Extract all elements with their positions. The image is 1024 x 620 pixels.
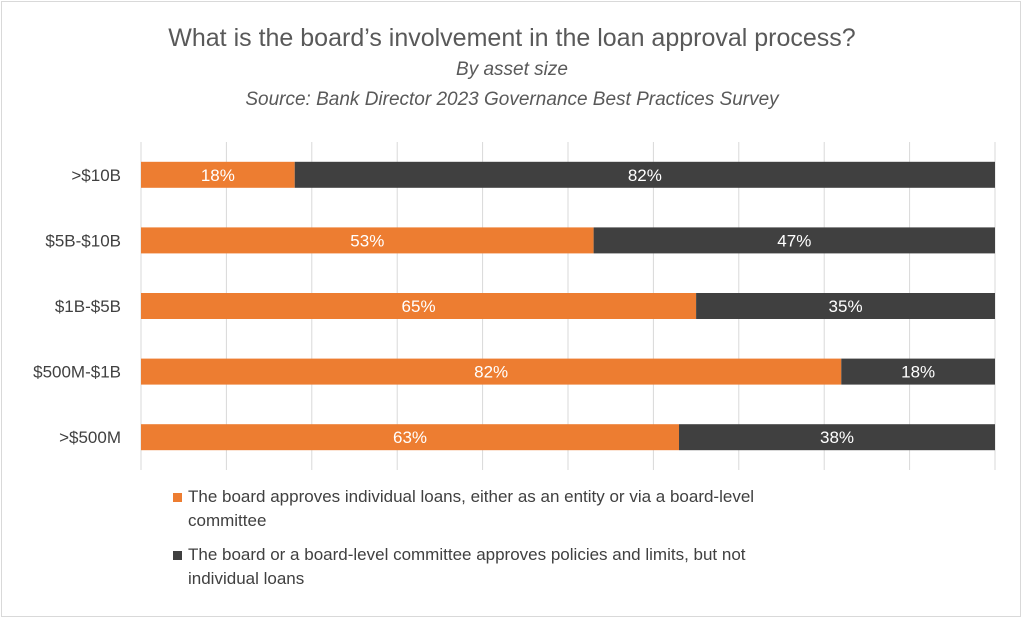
bar-segment-policies-limits (294, 161, 996, 188)
chart-subtitle: By asset size (456, 59, 568, 80)
data-label: 82% (474, 363, 508, 382)
legend-swatch-dark (173, 551, 182, 560)
bar-segment-policies-limits (679, 424, 995, 451)
bar-segment-individual-loans (141, 293, 697, 319)
chart-source: Source: Bank Director 2023 Governance Be… (245, 89, 779, 110)
legend-label-individual-loans: The board approves individual loans, eit… (188, 487, 755, 530)
bar-segment-policies-limits (841, 358, 995, 385)
bar-segment-individual-loans (141, 358, 842, 385)
data-label: 47% (777, 231, 811, 250)
category-label: $500M-$1B (33, 363, 121, 382)
data-label: 65% (402, 297, 436, 316)
bar-segment-policies-limits (593, 227, 995, 254)
bar-segment-individual-loans (141, 161, 295, 188)
data-label: 82% (628, 166, 662, 185)
stacked-bar-chart: >$10B 18% 82% $5B-$10B 53% 47% $1B-$5B 65% 35% $5… (33, 142, 996, 470)
chart-title: What is the board’s involvement in the l… (168, 24, 856, 52)
bar-segment-individual-loans (141, 227, 594, 254)
category-label: $5B-$10B (45, 231, 121, 250)
category-label: >$500M (59, 428, 121, 447)
category-label: $1B-$5B (55, 297, 121, 316)
data-label: 63% (393, 428, 427, 447)
bar-segment-policies-limits (696, 293, 995, 319)
legend-label-policies-limits: The board or a board-level committee app… (188, 545, 746, 588)
data-label: 18% (201, 166, 235, 185)
category-label: >$10B (71, 166, 121, 185)
legend-swatch-orange (173, 493, 182, 502)
data-label: 35% (829, 297, 863, 316)
legend-item-policies-limits: The board or a board-level committee app… (173, 543, 808, 591)
bar-segment-individual-loans (141, 424, 680, 451)
data-label: 53% (350, 231, 384, 250)
data-label: 18% (901, 363, 935, 382)
data-label: 38% (820, 428, 854, 447)
legend-item-individual-loans: The board approves individual loans, eit… (173, 485, 808, 533)
